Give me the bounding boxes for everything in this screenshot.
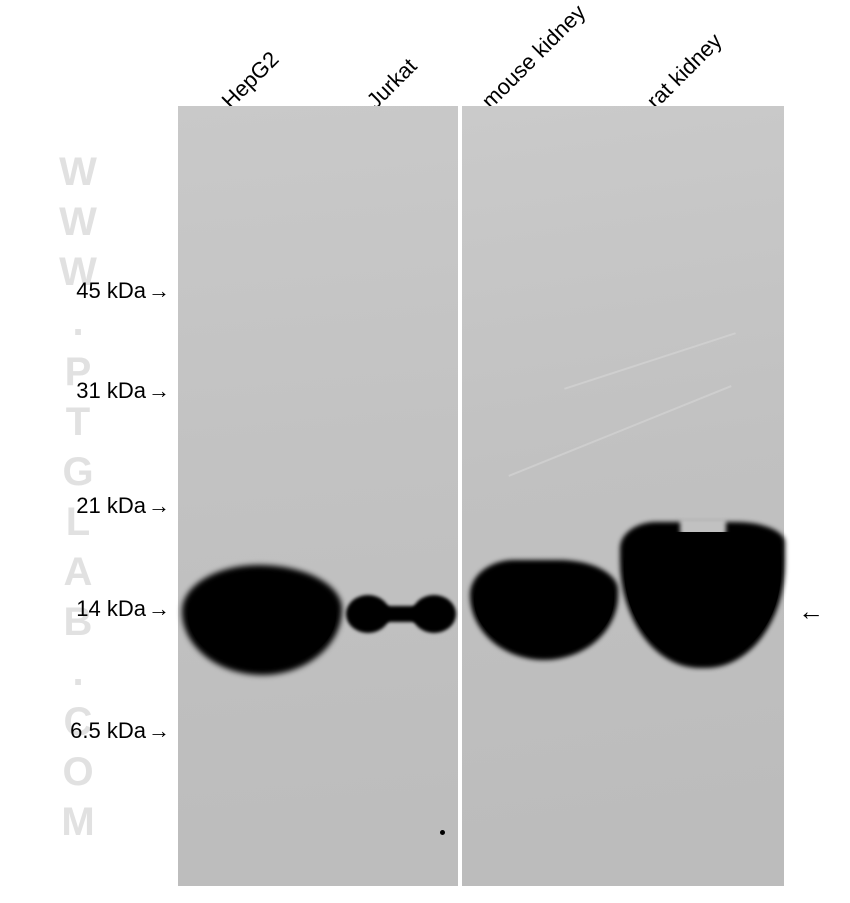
- arrow-icon: →: [148, 596, 170, 622]
- arrow-icon: →: [148, 718, 170, 744]
- lane-label: mouse kidney: [477, 0, 591, 114]
- marker-label: 6.5 kDa→: [48, 718, 170, 744]
- western-blot-figure: WWW.PTGLAB.COM HepG2 Jurkat mouse kidney…: [0, 0, 850, 903]
- arrow-icon: →: [148, 493, 170, 519]
- marker-label: 45 kDa→: [48, 278, 170, 304]
- blot-membrane-right: [462, 106, 784, 886]
- lane-label: rat kidney: [642, 28, 728, 114]
- marker-label: 14 kDa→: [48, 596, 170, 622]
- band-rat-kidney: [620, 522, 785, 668]
- marker-label: 31 kDa→: [48, 378, 170, 404]
- band-mouse-kidney: [470, 560, 618, 660]
- marker-label: 21 kDa→: [48, 493, 170, 519]
- band-jurkat: [346, 595, 456, 633]
- target-band-arrow-icon: ←: [798, 596, 824, 627]
- film-speck: [440, 830, 445, 835]
- lane-label: Jurkat: [362, 53, 423, 114]
- arrow-icon: →: [148, 378, 170, 404]
- arrow-icon: →: [148, 278, 170, 304]
- blot-membrane-left: [178, 106, 458, 886]
- band-hepg2: [182, 565, 342, 675]
- lane-label: HepG2: [217, 46, 285, 114]
